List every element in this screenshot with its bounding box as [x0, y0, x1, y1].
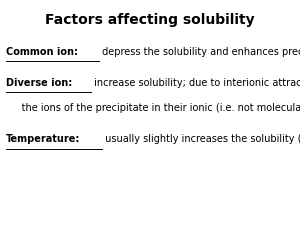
- Text: the ions of the precipitate in their ionic (i.e. not molecular) forn: the ions of the precipitate in their ion…: [6, 103, 300, 113]
- Text: depress the solubility and enhances precipitatio: depress the solubility and enhances prec…: [99, 47, 300, 57]
- Text: usually slightly increases the solubility (except P: usually slightly increases the solubilit…: [102, 135, 300, 144]
- Text: Factors affecting solubility: Factors affecting solubility: [45, 13, 255, 27]
- Text: Common ion:: Common ion:: [6, 47, 78, 57]
- Text: increase solubility; due to interionic attraction whic: increase solubility; due to interionic a…: [92, 78, 300, 88]
- Text: Temperature:: Temperature:: [6, 135, 80, 144]
- Text: Diverse ion:: Diverse ion:: [6, 78, 72, 88]
